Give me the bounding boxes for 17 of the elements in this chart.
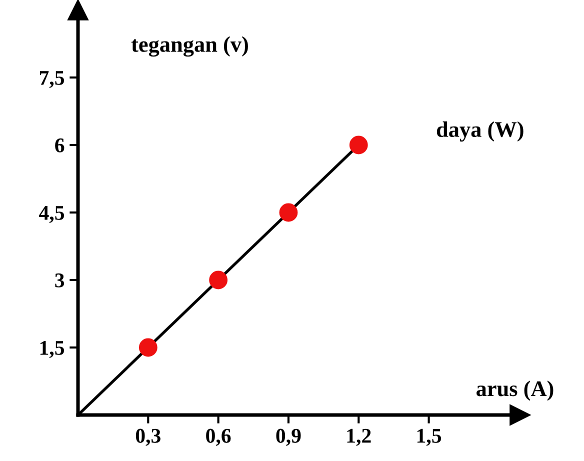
y-tick-label: 6 — [55, 138, 64, 152]
y-axis-title: tegangan (v) — [131, 36, 248, 57]
x-axis-title: arus (A) — [476, 380, 554, 401]
x-tick-label: 0,6 — [206, 428, 231, 446]
point — [138, 338, 158, 357]
x-tick-label: 1,5 — [417, 428, 442, 446]
y-tick-label: 3 — [55, 273, 64, 288]
x-tick-label: 1,2 — [347, 428, 371, 446]
y-tick-label: 7,5 — [40, 71, 64, 88]
y-tick-label: 1,5 — [40, 340, 64, 358]
point — [279, 203, 298, 222]
x-tick-label: 0,9 — [276, 428, 301, 446]
point — [349, 136, 368, 154]
x-tick-label: 0,3 — [136, 428, 160, 446]
y-tick-label: 4,5 — [39, 206, 64, 223]
annotation: daya (W) — [436, 121, 524, 142]
point — [209, 270, 228, 290]
